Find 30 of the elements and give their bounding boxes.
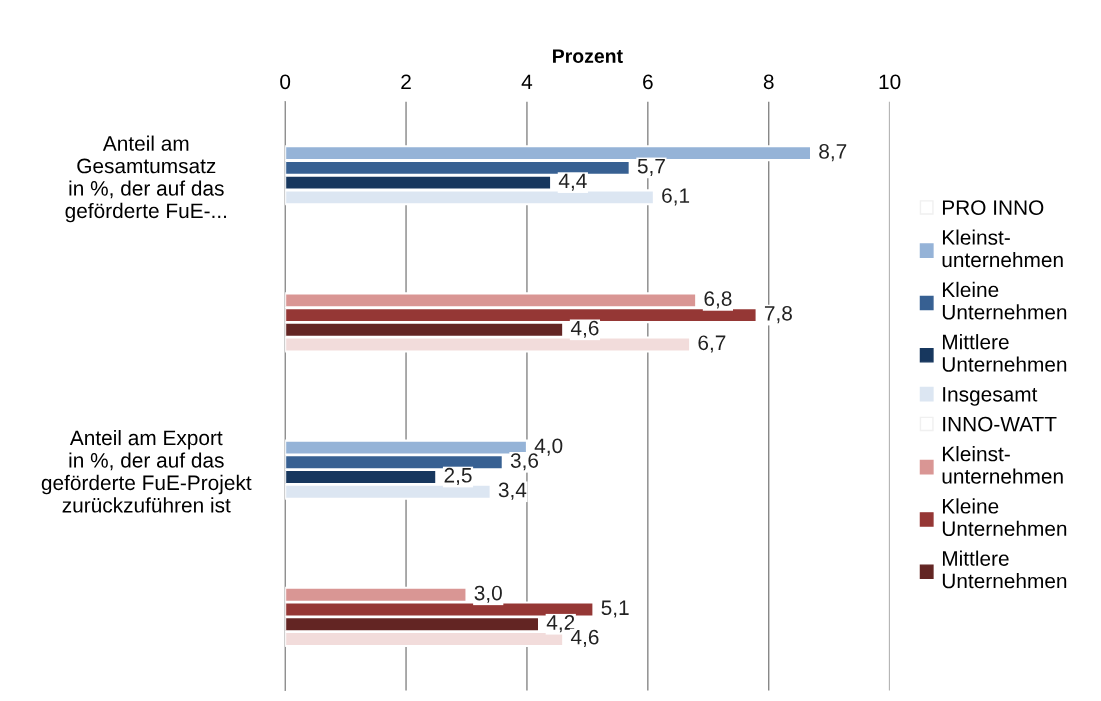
legend-label: Kleine Unternehmen: [942, 281, 1067, 320]
x-tick-label: 8: [763, 74, 774, 90]
x-axis-title: Prozent: [553, 49, 623, 63]
data-label: 2,5: [444, 467, 472, 486]
x-tick-label: 0: [280, 74, 291, 90]
x-tick-label: 6: [643, 74, 653, 90]
data-label: 3,0: [474, 585, 502, 603]
legend-label: PRO INNO: [942, 200, 1044, 215]
legend-label: Insgesamt: [943, 387, 1038, 406]
data-label: 5,7: [637, 158, 665, 176]
data-label: 3,4: [498, 482, 527, 500]
legend-label: Mittlere Unternehmen: [942, 334, 1067, 372]
data-label: 4,6: [570, 320, 599, 338]
data-label: 6,8: [704, 291, 732, 309]
legend-label: INNO-WATT: [943, 416, 1057, 432]
legend-label: Kleine Unternehmen: [942, 498, 1067, 537]
data-label: 7,8: [764, 305, 792, 324]
x-tick-label: 10: [879, 74, 901, 90]
legend-label: Kleinst- unternehmen: [942, 229, 1063, 268]
y-tick-label: Anteil am Gesamtumsatz in %, der auf das geförderte FuE-...: [65, 135, 227, 223]
data-label: 4,4: [558, 173, 587, 191]
data-label: 8,7: [819, 144, 847, 162]
data-label: 6,7: [698, 335, 726, 353]
legend-label: Mittlere Unternehmen: [942, 550, 1067, 589]
data-label: 5,1: [601, 600, 629, 618]
legend-label: Kleinst- unternehmen: [942, 446, 1063, 484]
x-tick-label: 2: [401, 74, 411, 89]
y-tick-label: Anteil am Export in %, der auf das geförderte FuE-Projekt zurückzuführen ist: [41, 429, 252, 513]
data-label: 6,1: [662, 188, 690, 206]
x-tick-label: 4: [521, 74, 533, 89]
